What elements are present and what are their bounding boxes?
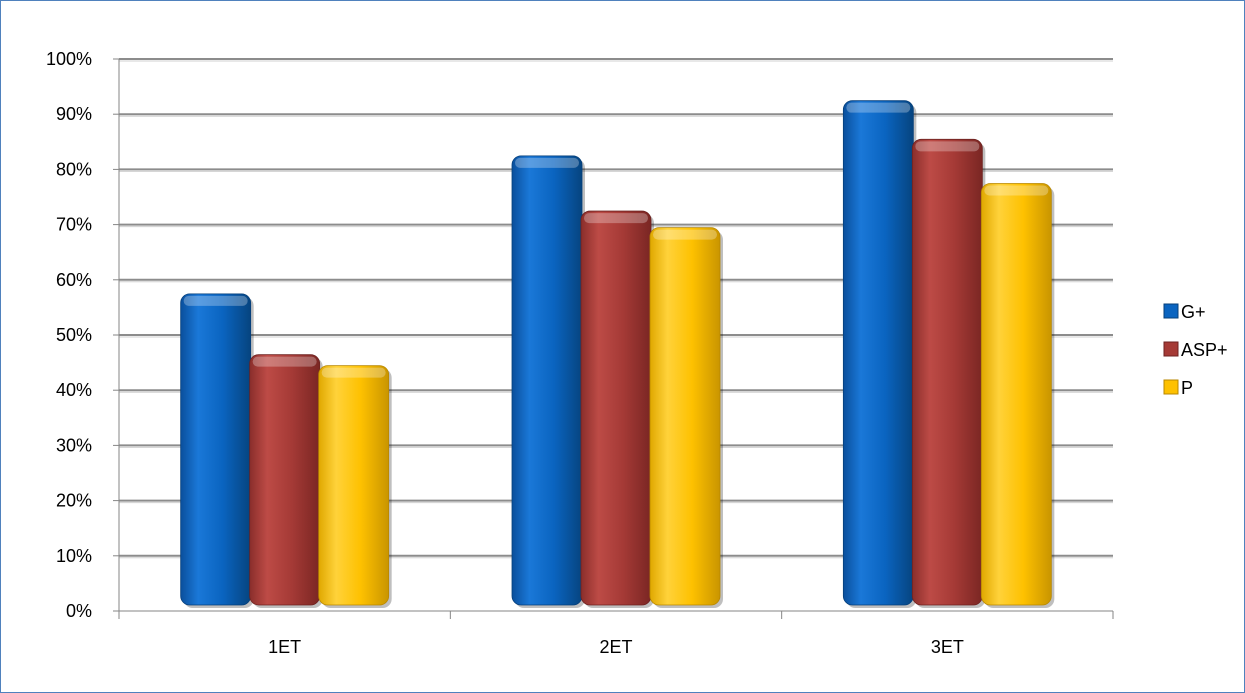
bar-p-1et xyxy=(318,365,392,608)
y-tick-label: 0% xyxy=(66,601,92,621)
x-tick-label: 3ET xyxy=(931,637,964,657)
legend-swatch xyxy=(1163,379,1179,395)
y-tick-label: 30% xyxy=(56,435,92,455)
y-tick-label: 70% xyxy=(56,215,92,235)
legend-swatch xyxy=(1163,341,1179,357)
legend: G+ ASP+ P xyxy=(1163,302,1228,398)
bars xyxy=(180,100,1055,609)
y-tick-label: 90% xyxy=(56,104,92,124)
y-tick-label: 100% xyxy=(46,49,92,69)
bar-aspplus-1et xyxy=(249,354,323,608)
legend-swatch xyxy=(1163,303,1179,319)
y-tick-label: 50% xyxy=(56,325,92,345)
legend-item: ASP+ xyxy=(1163,340,1228,360)
bar-p-2et xyxy=(649,227,723,608)
bar-aspplus-3et xyxy=(911,138,986,608)
y-tick-label: 20% xyxy=(56,491,92,511)
x-tick-label: 2ET xyxy=(599,637,632,657)
y-tick-label: 10% xyxy=(56,546,92,566)
bar-gplus-2et xyxy=(511,155,585,608)
bar-aspplus-2et xyxy=(580,210,654,608)
legend-label: G+ xyxy=(1181,302,1206,322)
legend-label: P xyxy=(1181,378,1193,398)
legend-item: P xyxy=(1163,378,1193,398)
x-tick-label: 1ET xyxy=(268,637,301,657)
axes: 0% 10% 20% 30% 40% 50% 60% 70% 80% 90% 100% 1ET 2ET 3… xyxy=(46,49,1114,657)
bar-gplus-3et xyxy=(842,100,917,609)
y-tick-label: 80% xyxy=(56,159,92,179)
y-tick-label: 40% xyxy=(56,380,92,400)
bar-p-3et xyxy=(980,183,1055,609)
y-tick-label: 60% xyxy=(56,270,92,290)
legend-label: ASP+ xyxy=(1181,340,1228,360)
bar-gplus-1et xyxy=(180,293,254,608)
legend-item: G+ xyxy=(1163,302,1206,322)
